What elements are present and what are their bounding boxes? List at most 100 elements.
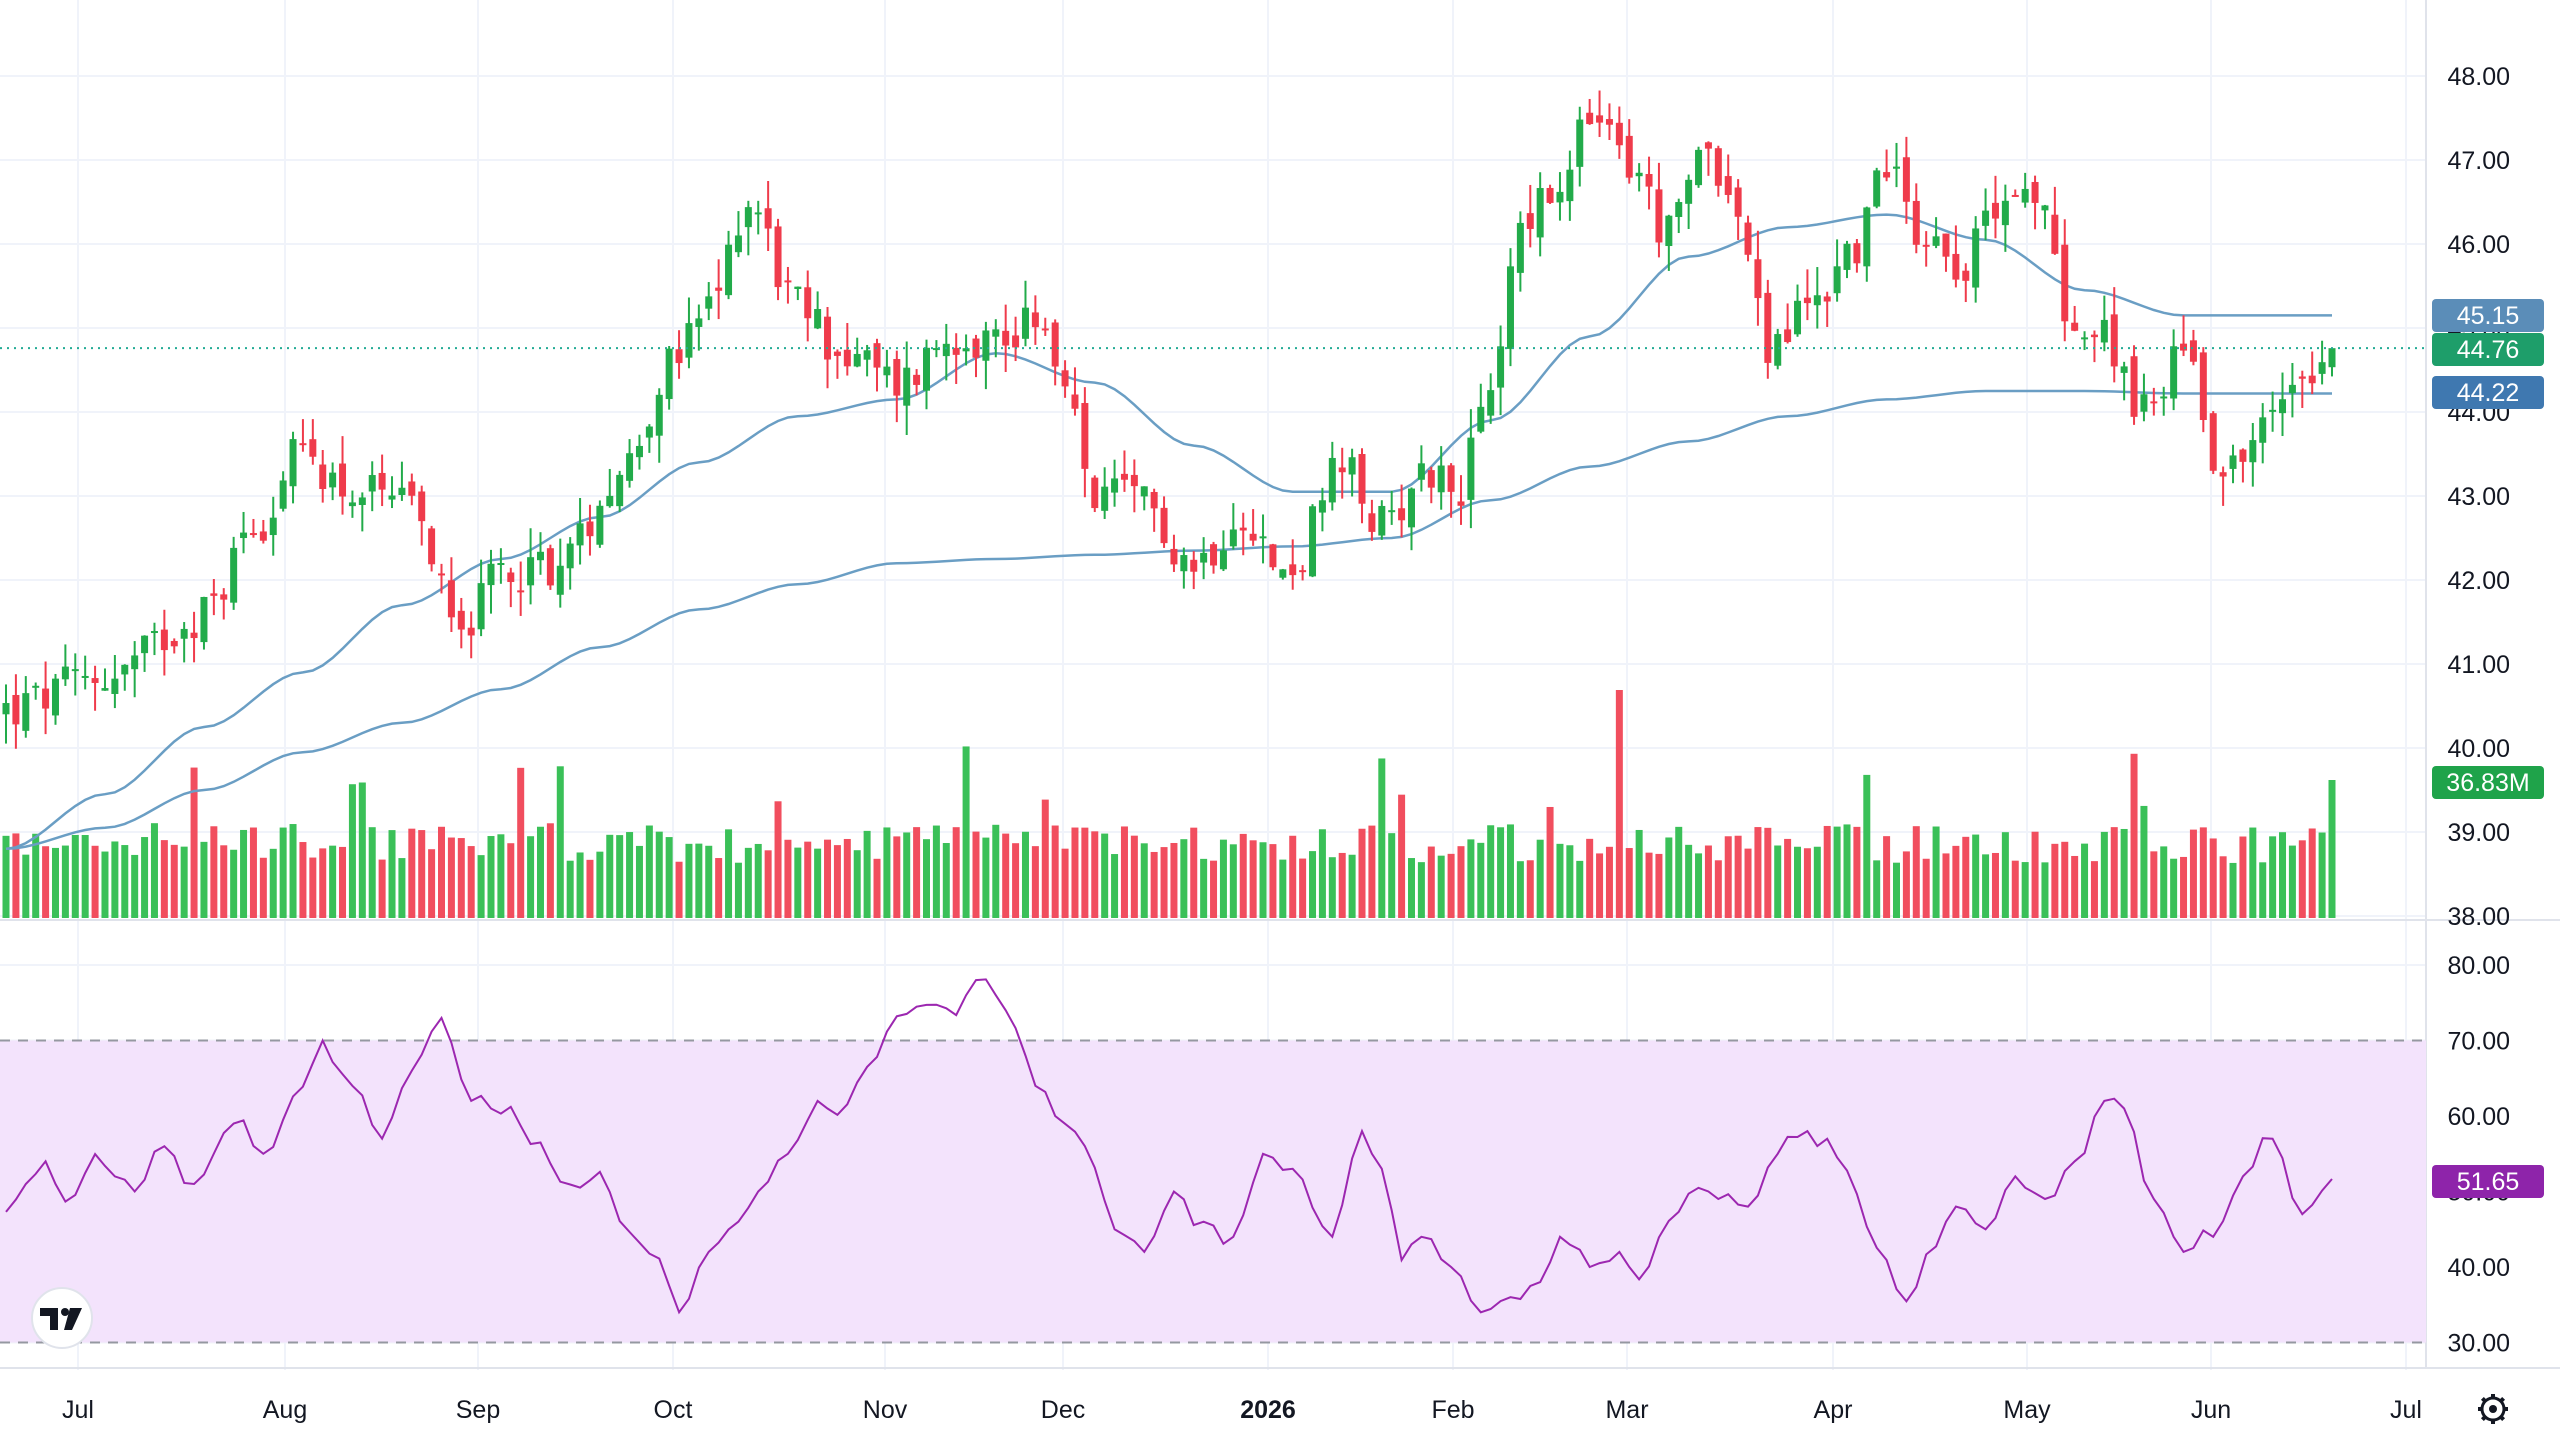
volume-bar (1071, 827, 1079, 918)
volume-bar (1130, 835, 1138, 918)
volume-bar (240, 829, 248, 918)
candle-body (2229, 455, 2237, 469)
gear-tooth (2480, 1396, 2487, 1403)
volume-bar (952, 827, 960, 918)
candle-body (1873, 170, 1881, 207)
price-axis[interactable]: 48.0047.0046.0045.0044.0043.0042.0041.00… (2447, 63, 2510, 931)
volume-bar (863, 830, 871, 918)
candle-body (1328, 457, 1336, 503)
volume-bar (1774, 845, 1782, 918)
volume-bar (101, 851, 109, 918)
candle-body (101, 688, 109, 691)
candle-body (259, 531, 267, 541)
candle-body (2120, 366, 2128, 373)
candle-body (1685, 179, 1693, 204)
volume-bar (61, 845, 69, 918)
volume-bar (319, 848, 327, 918)
candle-body (1962, 270, 1970, 281)
rsi-line-group (5, 978, 2333, 1315)
candle-body (2199, 352, 2207, 421)
candle-body (220, 594, 228, 600)
candle-body (982, 330, 990, 361)
candle-body (190, 632, 198, 639)
candle-body (1625, 135, 1633, 178)
candle-body (2150, 401, 2158, 404)
candle-body (1299, 570, 1307, 573)
candle-body (378, 472, 386, 490)
candle-body (1358, 454, 1366, 504)
price-tick-label: 38.00 (2447, 903, 2510, 931)
tradingview-logo-icon[interactable] (31, 1287, 93, 1349)
candle-body (784, 280, 792, 283)
candle-body (1576, 119, 1584, 167)
candle-body (536, 551, 544, 561)
volume-bar (487, 836, 495, 918)
volume-bar (1873, 860, 1881, 918)
ma-long-badge: 44.22 (2432, 376, 2544, 409)
candle-body (358, 497, 366, 505)
candle-body (626, 453, 634, 481)
candle-body (2130, 356, 2138, 417)
volume-bar (12, 833, 20, 918)
volume-bar (1823, 825, 1831, 918)
candle-body (388, 495, 396, 500)
candlesticks (2, 90, 2336, 749)
candle-body (299, 443, 307, 446)
volume-bar (2259, 862, 2267, 918)
candle-body (814, 309, 822, 329)
volume-bar (1210, 860, 1218, 918)
rsi-line (5, 978, 2333, 1315)
volume-bar (200, 841, 208, 918)
volume-bar (1625, 848, 1633, 918)
rsi-band-fill (0, 1040, 2426, 1343)
volume-bar (1358, 828, 1366, 918)
volume-bar (289, 824, 297, 918)
time-axis[interactable]: Jul Aug Sep Oct Nov Dec 2026 Feb Mar Apr May Jun Jul (62, 1396, 2422, 1424)
candle-body (1021, 307, 1029, 339)
candle-body (1101, 486, 1109, 511)
candle-body (111, 678, 119, 694)
volume-bar (259, 857, 267, 918)
volume-bar (1061, 848, 1069, 918)
ma-short-badge-text: 45.15 (2457, 302, 2520, 330)
candle-body (279, 480, 287, 509)
candle-body (1398, 508, 1406, 521)
volume-bar (725, 829, 733, 918)
volume-bar (467, 846, 475, 918)
price-tick-label: 40.00 (2447, 735, 2510, 763)
volume-bar (1833, 826, 1841, 918)
candle-body (2061, 244, 2069, 322)
time-tick-label: Nov (863, 1396, 908, 1424)
candle-body (319, 464, 327, 489)
volume-bar (1635, 829, 1643, 918)
candle-body (1744, 222, 1752, 255)
price-tick-label: 47.00 (2447, 147, 2510, 175)
candle-body (1150, 491, 1158, 509)
volume-bar (170, 844, 178, 918)
candle-body (645, 426, 653, 438)
volume-bar (1863, 774, 1871, 918)
rsi-tick-label: 70.00 (2447, 1028, 2510, 1056)
candle-body (1487, 390, 1495, 416)
candle-body (2001, 200, 2009, 226)
candle-body (1368, 513, 1376, 532)
volume-bar (279, 827, 287, 918)
candle-body (1249, 533, 1257, 541)
volume-bar (1902, 851, 1910, 918)
volume-bar (1536, 839, 1544, 918)
candle-body (71, 669, 79, 672)
volume-bar (368, 827, 376, 918)
volume-bar (576, 852, 584, 918)
volume-bar (2081, 843, 2089, 918)
candle-body (774, 226, 782, 288)
volume-bar (744, 847, 752, 918)
volume-bar (1309, 851, 1317, 918)
volume-bar (2199, 827, 2207, 918)
volume-bar (1031, 846, 1039, 918)
volume-bar (1962, 836, 1970, 918)
candle-body (843, 349, 851, 367)
gear-icon[interactable] (2478, 1394, 2508, 1424)
candle-body (586, 521, 594, 537)
candle-body (863, 350, 871, 360)
